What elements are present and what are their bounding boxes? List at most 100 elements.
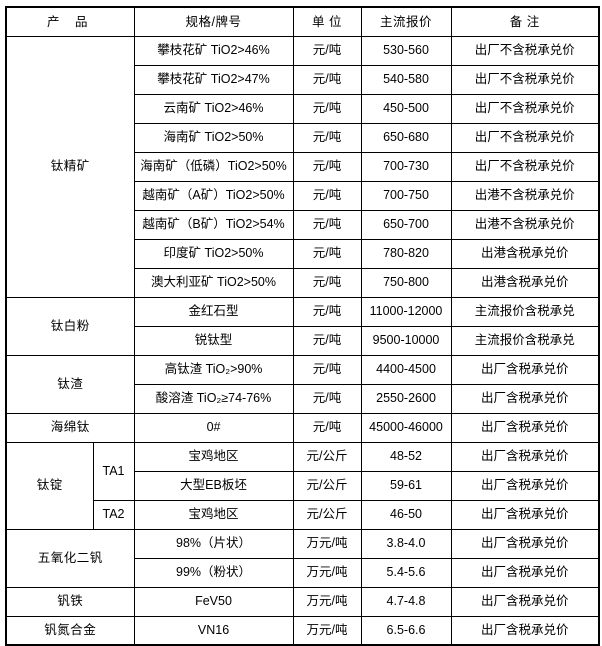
spec-cell: 澳大利亚矿 TiO2>50% (133, 267, 294, 298)
price-cell: 650-680 (360, 122, 452, 153)
spec-cell: 攀枝花矿 TiO2>46% (133, 35, 294, 66)
spec-cell: VN16 (133, 615, 294, 646)
product-name-cell: 海绵钛 (5, 412, 135, 443)
unit-cell: 元/吨 (292, 296, 362, 327)
price-cell: 4400-4500 (360, 354, 452, 385)
table-row: 钛锭 TA1 宝鸡地区 元/公斤 48-52 出厂含税承兑价 (5, 441, 600, 530)
price-cell: 700-750 (360, 180, 452, 211)
table-row: 云南矿 TiO2>46% 元/吨 450-500 出厂不含税承兑价 (6, 93, 600, 124)
price-table-container: 产 品 规格/牌号 单 位 主流报价 备 注 钛精矿 攀枝花矿 TiO2>46% 元… (5, 6, 601, 646)
product-name-cell: 钛白粉 (5, 296, 135, 356)
unit-cell: 元/吨 (292, 151, 362, 182)
remark-cell: 出厂含税承兑价 (450, 557, 600, 588)
spec-cell: 99%（粉状） (133, 557, 294, 588)
unit-cell: 元/公斤 (292, 441, 362, 472)
remark-cell: 出厂含税承兑价 (450, 586, 600, 617)
remark-cell: 出港不含税承兑价 (450, 180, 600, 211)
price-cell: 6.5-6.6 (360, 615, 452, 646)
price-cell: 750-800 (360, 267, 452, 298)
product-name-cell: 钒氮合金 (5, 615, 135, 646)
table-row: 澳大利亚矿 TiO2>50% 元/吨 750-800 出港含税承兑价 (6, 267, 600, 298)
remark-cell: 出厂含税承兑价 (450, 354, 600, 385)
spec-cell: 金红石型 (133, 296, 294, 327)
spec-cell: FeV50 (133, 586, 294, 617)
unit-cell: 万元/吨 (292, 615, 362, 646)
spec-cell: 高钛渣 TiO₂>90% (133, 354, 294, 385)
spec-cell: 宝鸡地区 (133, 441, 294, 472)
price-cell: 9500-10000 (360, 325, 452, 356)
unit-cell: 元/吨 (292, 267, 362, 298)
remark-cell: 出港不含税承兑价 (450, 209, 600, 240)
product-name-cell: 钛精矿 (5, 35, 135, 298)
remark-cell: 出厂不含税承兑价 (450, 93, 600, 124)
remark-cell: 出厂不含税承兑价 (450, 64, 600, 95)
table-row: TA2 宝鸡地区 元/公斤 46-50 出厂含税承兑价 (6, 499, 600, 530)
table-row: 大型EB板坯 元/公斤 59-61 出厂含税承兑价 (6, 470, 600, 501)
remark-cell: 主流报价含税承兑 (450, 325, 600, 356)
remark-cell: 出港含税承兑价 (450, 238, 600, 269)
grade-cell: TA1 (92, 441, 135, 501)
remark-cell: 出厂含税承兑价 (450, 528, 600, 559)
price-cell: 650-700 (360, 209, 452, 240)
table-row: 五氧化二钒 98%（片状） 万元/吨 3.8-4.0 出厂含税承兑价 (5, 528, 600, 588)
remark-cell: 出厂含税承兑价 (450, 441, 600, 472)
spec-cell: 攀枝花矿 TiO2>47% (133, 64, 294, 95)
unit-cell: 元/吨 (292, 180, 362, 211)
remark-cell: 出厂含税承兑价 (450, 615, 600, 646)
unit-cell: 元/公斤 (292, 470, 362, 501)
spec-cell: 锐钛型 (133, 325, 294, 356)
table-row: 印度矿 TiO2>50% 元/吨 780-820 出港含税承兑价 (6, 238, 600, 269)
product-price-table: 产 品 规格/牌号 单 位 主流报价 备 注 钛精矿 攀枝花矿 TiO2>46% 元… (5, 6, 601, 646)
price-cell: 3.8-4.0 (360, 528, 452, 559)
unit-cell: 元/吨 (292, 238, 362, 269)
table-row: 海南矿 TiO2>50% 元/吨 650-680 出厂不含税承兑价 (6, 122, 600, 153)
table-row: 钒氮合金 VN16 万元/吨 6.5-6.6 出厂含税承兑价 (5, 615, 600, 646)
table-row: 钛渣 高钛渣 TiO₂>90% 元/吨 4400-4500 出厂含税承兑价 (5, 354, 600, 414)
product-name-cell: 钒铁 (5, 586, 135, 617)
unit-cell: 万元/吨 (292, 528, 362, 559)
price-cell: 45000-46000 (360, 412, 452, 443)
table-body: 钛精矿 攀枝花矿 TiO2>46% 元/吨 530-560 出厂不含税承兑价 攀枝花矿 T… (5, 35, 600, 646)
header-unit: 单 位 (292, 6, 362, 37)
header-product: 产 品 (5, 6, 135, 37)
header-remark: 备 注 (450, 6, 600, 37)
spec-cell: 酸溶渣 TiO₂≥74-76% (133, 383, 294, 414)
price-cell: 450-500 (360, 93, 452, 124)
spec-cell: 98%（片状） (133, 528, 294, 559)
remark-cell: 出港含税承兑价 (450, 267, 600, 298)
table-row: 钛白粉 金红石型 元/吨 11000-12000 主流报价含税承兑 (5, 296, 600, 356)
price-cell: 700-730 (360, 151, 452, 182)
unit-cell: 元/吨 (292, 325, 362, 356)
unit-cell: 万元/吨 (292, 586, 362, 617)
table-row: 钒铁 FeV50 万元/吨 4.7-4.8 出厂含税承兑价 (5, 586, 600, 617)
table-row: 钛精矿 攀枝花矿 TiO2>46% 元/吨 530-560 出厂不含税承兑价 (5, 35, 600, 298)
unit-cell: 元/公斤 (292, 499, 362, 530)
price-cell: 48-52 (360, 441, 452, 472)
remark-cell: 出厂不含税承兑价 (450, 151, 600, 182)
remark-cell: 出厂含税承兑价 (450, 412, 600, 443)
remark-cell: 主流报价含税承兑 (450, 296, 600, 327)
table-row: 海南矿（低磷）TiO2>50% 元/吨 700-730 出厂不含税承兑价 (6, 151, 600, 182)
header-price: 主流报价 (360, 6, 452, 37)
remark-cell: 出厂含税承兑价 (450, 499, 600, 530)
unit-cell: 元/吨 (292, 354, 362, 385)
spec-cell: 越南矿（B矿）TiO2>54% (133, 209, 294, 240)
price-cell: 5.4-5.6 (360, 557, 452, 588)
price-cell: 780-820 (360, 238, 452, 269)
remark-cell: 出厂不含税承兑价 (450, 122, 600, 153)
price-cell: 530-560 (360, 35, 452, 66)
product-name-cell: 钛渣 (5, 354, 135, 414)
table-header: 产 品 规格/牌号 单 位 主流报价 备 注 (5, 6, 600, 37)
unit-cell: 元/吨 (292, 64, 362, 95)
spec-cell: 云南矿 TiO2>46% (133, 93, 294, 124)
unit-cell: 元/吨 (292, 412, 362, 443)
grade-cell: TA2 (92, 499, 135, 530)
unit-cell: 元/吨 (292, 209, 362, 240)
header-row: 产 品 规格/牌号 单 位 主流报价 备 注 (5, 6, 600, 37)
remark-cell: 出厂不含税承兑价 (450, 35, 600, 66)
remark-cell: 出厂含税承兑价 (450, 383, 600, 414)
table-row: 海绵钛 0# 元/吨 45000-46000 出厂含税承兑价 (5, 412, 600, 443)
product-name-cell: 钛锭 (5, 441, 94, 530)
spec-cell: 越南矿（A矿）TiO2>50% (133, 180, 294, 211)
unit-cell: 元/吨 (292, 35, 362, 66)
